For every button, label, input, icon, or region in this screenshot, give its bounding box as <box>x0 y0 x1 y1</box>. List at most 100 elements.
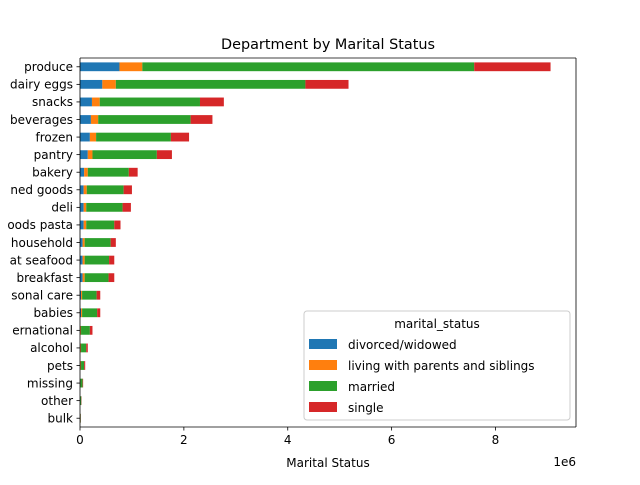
bar-canned-goods-divorced-widowed <box>80 185 84 194</box>
bar-pets-living-with-parents-and-siblings <box>81 361 82 370</box>
legend-swatch-single <box>309 402 337 412</box>
bar-frozen-married <box>96 133 171 142</box>
y-tick-label-bulk: bulk <box>47 412 73 426</box>
bar-bakery-married <box>88 168 129 177</box>
bar-beverages-divorced-widowed <box>80 115 91 124</box>
bar-pantry-married <box>92 150 156 159</box>
bar-international-single <box>90 326 93 335</box>
y-tick-label-breakfast: breakfast <box>16 271 73 285</box>
bar-beverages-married <box>98 115 190 124</box>
y-tick-label-beverages: beverages <box>10 113 73 127</box>
bar-produce-single <box>474 62 550 71</box>
bar-bakery-single <box>129 168 138 177</box>
bar-missing-single <box>83 379 84 388</box>
bar-personal-care-living-with-parents-and-siblings <box>81 291 82 300</box>
bar-meat-seafood-single <box>109 256 114 265</box>
legend-label-single: single <box>348 401 384 415</box>
bar-missing-married <box>81 379 83 388</box>
y-tick-label-pets: pets <box>47 359 73 373</box>
chart-title: Department by Marital Status <box>221 37 435 53</box>
bar-meat-seafood-living-with-parents-and-siblings <box>83 256 85 265</box>
bar-bakery-divorced-widowed <box>80 168 84 177</box>
y-tick-label-pantry: pantry <box>34 148 73 162</box>
bar-frozen-divorced-widowed <box>80 133 90 142</box>
y-tick-label-frozen: frozen <box>35 130 73 144</box>
y-tick-label-alcohol: alcohol <box>30 341 73 355</box>
bar-canned-goods-living-with-parents-and-siblings <box>84 185 87 194</box>
y-tick-label-meat-seafood: at seafood <box>10 253 73 267</box>
y-tick-label-canned-goods: ned goods <box>10 183 73 197</box>
bar-breakfast-single <box>109 273 115 282</box>
bar-alcohol-married <box>81 344 86 353</box>
legend-label-divorced-widowed: divorced/widowed <box>348 338 457 352</box>
bar-dairy-eggs-living-with-parents-and-siblings <box>102 80 116 89</box>
legend: marital_status divorced/widowed living wit… <box>304 311 570 420</box>
x-axis-label: Marital Status <box>286 456 369 470</box>
y-tick-label-dairy-eggs: dairy eggs <box>10 78 73 92</box>
bar-snacks-married <box>100 98 200 107</box>
bar-babies-living-with-parents-and-siblings <box>81 308 82 317</box>
bar-snacks-living-with-parents-and-siblings <box>92 98 100 107</box>
y-tick-label-dry-goods-pasta: oods pasta <box>7 218 73 232</box>
bar-dry-goods-pasta-married <box>86 221 114 230</box>
bar-produce-married <box>142 62 474 71</box>
bar-breakfast-living-with-parents-and-siblings <box>83 273 85 282</box>
y-tick-label-deli: deli <box>51 201 73 215</box>
bar-pantry-divorced-widowed <box>80 150 88 159</box>
legend-label-married: married <box>348 380 395 394</box>
bar-pantry-living-with-parents-and-siblings <box>88 150 93 159</box>
y-tick-label-bakery: bakery <box>32 166 73 180</box>
bar-bakery-living-with-parents-and-siblings <box>84 168 88 177</box>
bar-meat-seafood-married <box>85 256 109 265</box>
bar-dry-goods-pasta-single <box>114 221 120 230</box>
y-tick-label-household: household <box>11 236 73 250</box>
x-axis-scale-label: 1e6 <box>553 455 576 469</box>
bar-beverages-single <box>191 115 213 124</box>
bar-other-married <box>80 396 81 405</box>
bar-canned-goods-single <box>124 185 132 194</box>
legend-title: marital_status <box>394 317 480 331</box>
bar-dry-goods-pasta-living-with-parents-and-siblings <box>84 221 87 230</box>
bar-alcohol-single <box>86 344 88 353</box>
y-tick-label-personal-care: sonal care <box>11 289 73 303</box>
legend-swatch-living-with-parents-and-siblings <box>309 360 337 370</box>
legend-label-living-with-parents-and-siblings: living with parents and siblings <box>348 359 535 373</box>
bar-personal-care-married <box>82 291 97 300</box>
bar-dairy-eggs-married <box>116 80 306 89</box>
bar-international-married <box>81 326 90 335</box>
x-tick-label-2: 2 <box>180 433 188 447</box>
y-tick-label-international: ernational <box>12 324 73 338</box>
bar-deli-married <box>86 203 122 212</box>
x-tick-label-6: 6 <box>388 433 396 447</box>
bar-household-married <box>85 238 111 247</box>
bar-deli-divorced-widowed <box>80 203 84 212</box>
y-tick-label-snacks: snacks <box>32 95 73 109</box>
bar-beverages-living-with-parents-and-siblings <box>91 115 98 124</box>
bar-snacks-single <box>200 98 224 107</box>
bar-international-living-with-parents-and-siblings <box>81 326 82 335</box>
bar-babies-married <box>82 308 97 317</box>
y-tick-label-missing: missing <box>27 376 73 390</box>
y-tick-label-produce: produce <box>24 60 73 74</box>
bar-dairy-eggs-single <box>305 80 348 89</box>
bar-pets-single <box>84 361 85 370</box>
bar-canned-goods-married <box>87 185 124 194</box>
bar-dairy-eggs-divorced-widowed <box>80 80 102 89</box>
bar-dry-goods-pasta-divorced-widowed <box>80 221 84 230</box>
legend-swatch-divorced-widowed <box>309 339 337 349</box>
bar-breakfast-married <box>85 273 109 282</box>
bar-pets-married <box>81 361 84 370</box>
bar-produce-living-with-parents-and-siblings <box>119 62 142 71</box>
bar-household-living-with-parents-and-siblings <box>83 238 85 247</box>
bar-frozen-single <box>171 133 189 142</box>
bar-personal-care-single <box>97 291 101 300</box>
bar-alcohol-living-with-parents-and-siblings <box>81 344 82 353</box>
bar-pantry-single <box>157 150 172 159</box>
x-tick-label-4: 4 <box>284 433 292 447</box>
y-tick-label-other: other <box>41 394 73 408</box>
x-tick-label-0: 0 <box>76 433 84 447</box>
legend-swatch-married <box>309 381 337 391</box>
bar-snacks-divorced-widowed <box>80 98 92 107</box>
